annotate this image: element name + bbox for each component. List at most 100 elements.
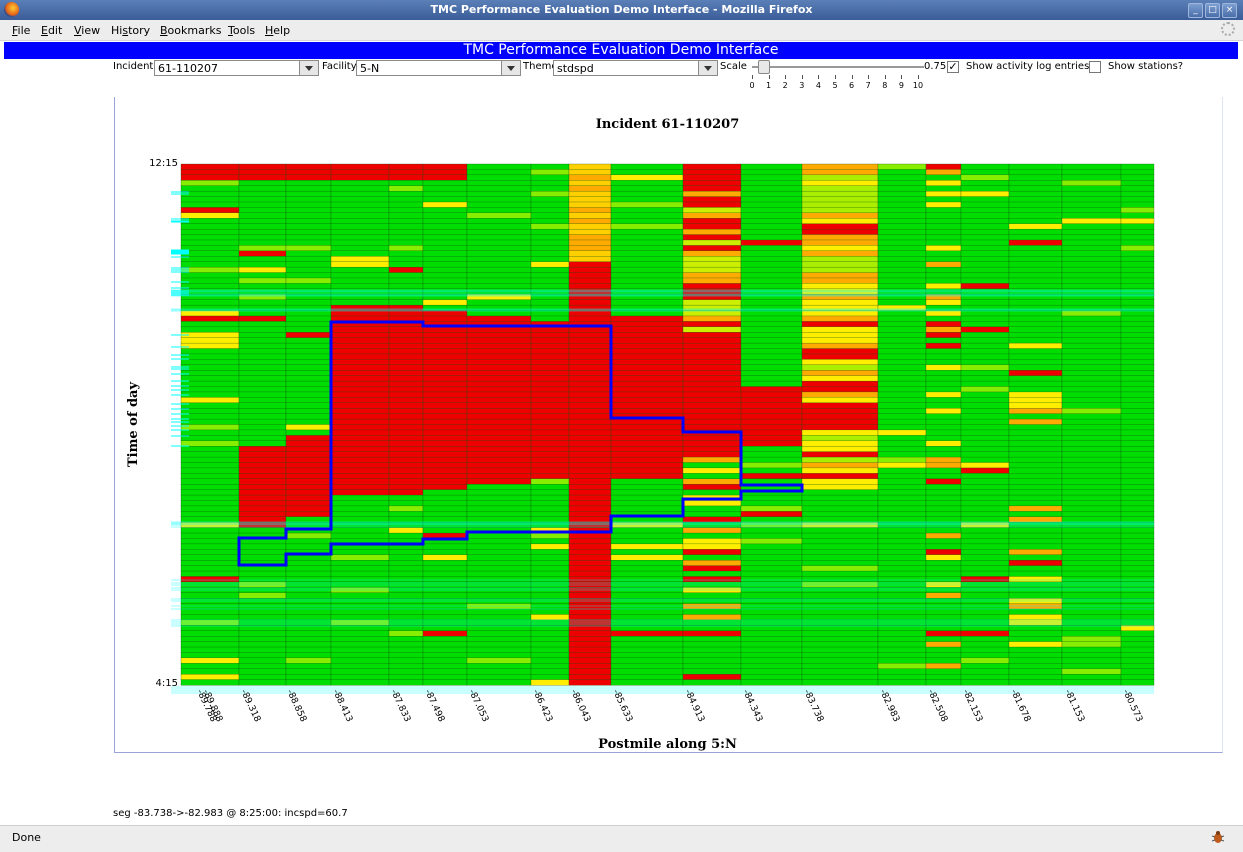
theme-label: Theme	[523, 61, 558, 72]
heatmap-cell	[238, 218, 287, 225]
heatmap-cell	[330, 527, 390, 534]
heatmap-cell	[1061, 272, 1122, 279]
heatmap-cell	[1061, 196, 1122, 203]
heatmap-cell	[682, 207, 742, 214]
heatmap-cell	[330, 494, 390, 501]
minimize-icon[interactable]: _	[1188, 3, 1203, 18]
heatmap-cell	[801, 473, 879, 480]
facility-select[interactable]: 5-N	[356, 60, 521, 76]
menu-history[interactable]: History	[111, 24, 151, 37]
heatmap-cell	[330, 549, 390, 556]
heatmap-cell	[801, 592, 879, 599]
heatmap-cell	[682, 299, 742, 306]
heatmap-cell	[285, 668, 332, 675]
menu-tools[interactable]: Tools	[228, 24, 256, 37]
heatmap-cell	[1008, 386, 1063, 393]
heatmap-cell	[422, 603, 468, 610]
heatmap-cell	[877, 456, 927, 463]
heatmap-cell	[388, 619, 424, 626]
menu-bookmarks[interactable]: Bookmarks	[160, 24, 222, 37]
app-title: TMC Performance Evaluation Demo Interfac…	[4, 42, 1238, 59]
scale-slider-track[interactable]	[752, 66, 924, 68]
heatmap-cell	[180, 473, 240, 480]
heatmap-cell	[530, 440, 570, 447]
heatmap-cell	[1008, 380, 1063, 387]
scale-tick-mark	[868, 75, 870, 79]
menu-file[interactable]: File	[12, 24, 31, 37]
heatmap-cell	[422, 391, 468, 398]
heatmap-cell	[388, 532, 424, 539]
heatmap-cell	[1008, 261, 1063, 268]
incident-select[interactable]: 61-110207	[154, 60, 319, 76]
heatmap-cell	[466, 185, 532, 192]
heatmap-cell	[960, 505, 1010, 512]
heatmap-cell	[960, 163, 1010, 170]
heatmap-cell	[925, 342, 962, 349]
heatmap-cell	[610, 592, 684, 599]
heatmap-cell	[238, 646, 287, 653]
heatmap-cell	[1008, 663, 1063, 670]
maximize-icon[interactable]: □	[1205, 3, 1220, 18]
chevron-down-icon[interactable]	[698, 61, 717, 75]
heatmap-cell	[422, 608, 468, 615]
menu-edit[interactable]: Edit	[41, 24, 63, 37]
heatmap-cell	[180, 619, 240, 626]
heatmap-cell	[238, 272, 287, 279]
heatmap-cell	[388, 641, 424, 648]
show-log-checkbox[interactable]: ✓	[947, 60, 959, 73]
heatmap-cell	[925, 500, 962, 507]
heatmap-cell	[801, 435, 879, 442]
heatmap-cell	[925, 467, 962, 474]
heatmap-cell	[180, 163, 240, 170]
heatmap-cell	[285, 185, 332, 192]
heatmap-cell	[1120, 570, 1155, 577]
heatmap-cell	[568, 630, 612, 637]
heatmap-cell	[466, 657, 532, 664]
heatmap-cell	[925, 277, 962, 284]
chevron-down-icon[interactable]	[299, 61, 318, 75]
heatmap-cell	[740, 673, 803, 681]
bug-icon[interactable]	[1211, 830, 1225, 844]
heatmap-cell	[610, 473, 684, 480]
theme-select[interactable]: stdspd	[553, 60, 718, 76]
heatmap-cell	[1120, 348, 1155, 355]
heatmap-cell	[1120, 673, 1155, 681]
heatmap-cell	[530, 484, 570, 491]
heatmap-cell	[422, 342, 468, 349]
heatmap-cell	[682, 185, 742, 192]
heatmap-cell	[740, 218, 803, 225]
heatmap-cell	[530, 402, 570, 409]
heatmap-cell	[740, 467, 803, 474]
close-icon[interactable]: ×	[1222, 3, 1237, 18]
heatmap-cell	[466, 663, 532, 670]
heatmap-cell	[682, 321, 742, 328]
heatmap-cell	[682, 478, 742, 485]
heatmap-cell	[740, 408, 803, 415]
chevron-down-icon[interactable]	[501, 61, 520, 75]
menu-help[interactable]: Help	[265, 24, 291, 37]
show-stations-checkbox[interactable]	[1089, 61, 1101, 73]
heatmap-cell	[1061, 163, 1122, 170]
heatmap-cell	[238, 603, 287, 610]
heatmap-cell	[1120, 185, 1155, 192]
heatmap-cell	[180, 456, 240, 463]
heatmap-cell	[568, 190, 612, 198]
heatmap-cell	[388, 250, 424, 257]
heatmap-cell	[330, 532, 390, 539]
heatmap-cell	[740, 652, 803, 659]
heatmap-cell	[330, 180, 390, 187]
heatmap-cell	[682, 408, 742, 415]
heatmap-cell	[180, 375, 240, 382]
heatmap-cell	[422, 413, 468, 420]
heatmap-cell	[388, 646, 424, 653]
heatmap-cell	[925, 332, 962, 339]
heatmap-cell	[801, 163, 879, 170]
menu-view[interactable]: View	[74, 24, 101, 37]
heatmap-cell	[466, 380, 532, 387]
heatmap-cell	[740, 266, 803, 273]
heatmap-cell	[1120, 538, 1155, 545]
heatmap-cell	[740, 473, 803, 480]
scale-slider-thumb[interactable]	[758, 60, 770, 74]
heatmap-cell	[740, 570, 803, 577]
